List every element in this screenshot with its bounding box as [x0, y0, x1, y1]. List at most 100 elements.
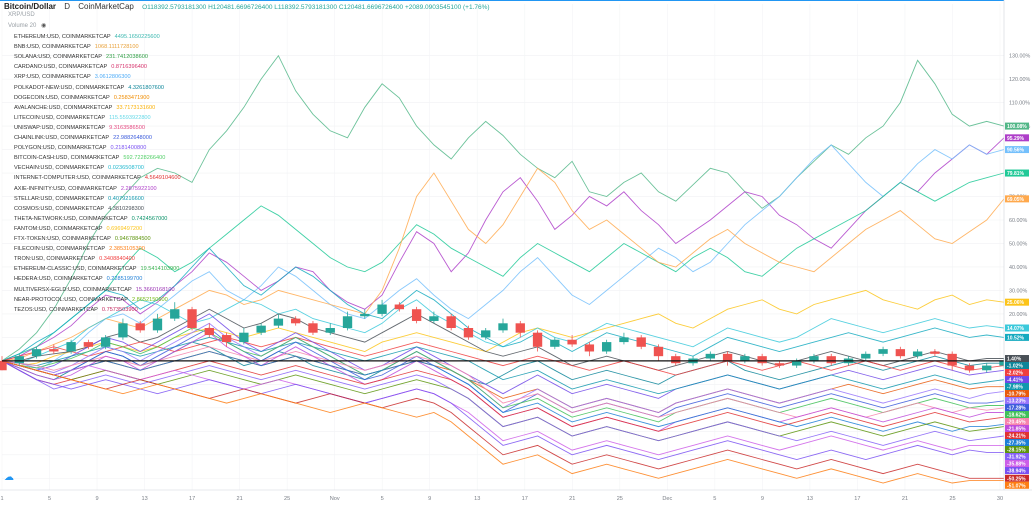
legend-item[interactable]: UNISWAP:USD, COINMARKETCAP 9.3163586500 — [14, 123, 145, 133]
legend-label: POLYGON:USD, COINMARKETCAP — [14, 145, 107, 152]
legend-value: 0.7424567000 — [131, 215, 168, 222]
candle-body — [722, 353, 733, 361]
legend-value: 0.6969497200 — [106, 225, 143, 232]
legend-label: SOLANA:USD, COINMARKETCAP — [14, 54, 102, 61]
candle-body — [49, 349, 59, 352]
legend-label: THETA-NETWORK:USD, COINMARKETCAP — [14, 215, 128, 222]
candle-body — [204, 328, 214, 336]
x-tick-label: Nov — [330, 496, 340, 502]
candle-body — [601, 342, 612, 352]
legend-value: 9.3163586500 — [109, 124, 145, 131]
legend-value: 19.5414103900 — [140, 266, 180, 273]
legend-item[interactable]: VECHAIN:USD, COINMARKETCAP 0.0236508700 — [14, 163, 144, 173]
interval-label[interactable]: D — [64, 2, 71, 11]
legend-item[interactable]: CHAINLINK:USD, COINMARKETCAP 22.988264800… — [14, 133, 152, 143]
candle-body — [792, 360, 802, 366]
legend-item[interactable]: FANTOM:USD, COINMARKETCAP 0.6969497200 — [14, 224, 142, 234]
candle-body — [135, 323, 145, 331]
chart-grid — [1, 4, 1004, 490]
ohlc-readout: O118392.5793181300 H120481.6696726400 L1… — [142, 4, 490, 11]
legend-value: 2.3853105300 — [109, 246, 145, 253]
legend-item[interactable]: NEAR-PROTOCOL:USD, COINMARKETCAP 2.865215… — [14, 295, 168, 305]
candle-body — [170, 309, 180, 319]
legend-item[interactable]: POLYGON:USD, COINMARKETCAP 0.2181400800 — [14, 143, 146, 153]
legend-item[interactable]: POLKADOT-NEW:USD, COINMARKETCAP 4.3261807… — [14, 83, 164, 93]
legend-value: 0.2583471900 — [113, 94, 150, 101]
candle-body — [187, 309, 197, 328]
y-tick-label: 130.00% — [1009, 54, 1030, 60]
legend-value: 3.0612806300 — [94, 74, 131, 81]
y-tick-label: 50.00% — [1009, 241, 1027, 247]
eye-icon[interactable]: ◉ — [41, 23, 47, 29]
legend-item[interactable]: ETHEREUM:USD, COINMARKETCAP 4495.16502256… — [14, 32, 160, 42]
legend-item[interactable]: TEZOS:USD, COINMARKETCAP 0.7573503900 — [14, 305, 138, 315]
x-tick-label: 9 — [761, 496, 764, 502]
legend-value: 0.7573503900 — [101, 306, 138, 313]
legend-item[interactable]: BITCOIN-CASH:USD, COINMARKETCAP 592.72282… — [14, 153, 165, 163]
legend-item[interactable]: THETA-NETWORK:USD, COINMARKETCAP 0.742456… — [14, 214, 167, 224]
y-tick-label: 110.00% — [1009, 101, 1030, 107]
end-label: -35.88% — [1007, 462, 1026, 468]
legend-label: TEZOS:USD, COINMARKETCAP — [14, 306, 98, 313]
end-label-bg — [1005, 418, 1029, 426]
end-label-bg — [1005, 411, 1029, 419]
legend-item[interactable]: STELLAR:USD, COINMARKETCAP 0.4079216600 — [14, 194, 144, 204]
end-label: -27.35% — [1007, 441, 1026, 447]
series-line — [1, 313, 1005, 399]
legend-item[interactable]: ETHEREUM-CLASSIC:USD, COINMARKETCAP 19.54… — [14, 264, 179, 274]
x-tick-label: 13 — [474, 496, 480, 502]
end-label: 90.56% — [1007, 148, 1025, 154]
legend-label: XRP:USD, COINMARKETCAP — [14, 74, 91, 81]
legend-item[interactable]: XRP:USD, COINMARKETCAP 3.0612806300 — [14, 72, 131, 82]
end-label-bg — [1005, 481, 1029, 489]
legend-item[interactable]: INTERNET-COMPUTER:USD, COINMARKETCAP 4.56… — [14, 173, 181, 183]
legend-value: 115.5593922800 — [109, 114, 151, 121]
legend-label: TRON:USD, COINMARKETCAP — [14, 256, 96, 263]
legend-item[interactable]: BNB:USD, COINMARKETCAP 1068.1111728100 — [14, 42, 139, 52]
candle-body — [152, 318, 163, 331]
legend-item[interactable]: HEDERA:USD, COINMARKETCAP 0.2285199700 — [14, 274, 142, 284]
series-line — [1, 332, 1004, 432]
x-tick-label: 21 — [237, 496, 243, 502]
legend-item[interactable]: TRON:USD, COINMARKETCAP 0.3408840400 — [14, 254, 135, 264]
end-label: -13.23% — [1007, 399, 1026, 405]
legend-item[interactable]: FILECOIN:USD, COINMARKETCAP 2.3853105300 — [14, 244, 145, 254]
candle-body — [325, 328, 335, 333]
legend-item[interactable]: LITECOIN:USD, COINMARKETCAP 115.559392280… — [14, 113, 151, 123]
legend-item[interactable]: FTX-TOKEN:USD, COINMARKETCAP 0.9467884500 — [14, 234, 151, 244]
sub-symbol[interactable]: XRP/USD — [8, 12, 35, 18]
legend-item[interactable]: COSMOS:USD, COINMARKETCAP 4.3810298300 — [14, 204, 144, 214]
legend-item[interactable]: CARDANO:USD, COINMARKETCAP 0.8716396400 — [14, 62, 147, 72]
candle-body — [291, 318, 301, 324]
cloud-icon[interactable]: ☁ — [4, 472, 14, 483]
x-tick-label: 17 — [854, 496, 860, 502]
legend-label: BNB:USD, COINMARKETCAP — [14, 44, 91, 51]
candle-body — [964, 365, 975, 371]
x-tick-label: 17 — [189, 496, 195, 502]
candle-body — [774, 363, 785, 366]
x-tick-label: 13 — [141, 496, 147, 502]
end-label: -50.25% — [1007, 476, 1026, 482]
candle-body — [342, 316, 353, 328]
symbol-name[interactable]: Bitcoin/Dollar — [4, 2, 57, 11]
end-label-bg — [1005, 390, 1029, 398]
x-tick-label: 30 — [997, 496, 1003, 502]
candle-body — [653, 346, 664, 357]
candle-body — [982, 365, 992, 371]
candle-body — [498, 323, 508, 331]
end-label: 10.52% — [1007, 335, 1025, 341]
candle-body — [377, 304, 387, 314]
legend-item[interactable]: MULTIVERSX-EGLD:USD, COINMARKETCAP 15.366… — [14, 285, 175, 295]
volume-indicator[interactable]: Volume 20 ◉ — [8, 22, 46, 29]
legend-item[interactable]: AVALANCHE:USD, COINMARKETCAP 33.717313160… — [14, 103, 155, 113]
end-label: -31.92% — [1007, 455, 1026, 461]
candle-body — [567, 339, 577, 345]
legend-value: 0.4079216600 — [108, 195, 144, 202]
x-tick-label: 1 — [0, 496, 3, 502]
legend-item[interactable]: AXIE-INFINITY:USD, COINMARKETCAP 2.287592… — [14, 184, 157, 194]
legend-item[interactable]: SOLANA:USD, COINMARKETCAP 231.7412038600 — [14, 52, 148, 62]
legend-item[interactable]: DOGECOIN:USD, COINMARKETCAP 0.2583471900 — [14, 93, 150, 103]
end-label: -24.21% — [1007, 434, 1026, 440]
